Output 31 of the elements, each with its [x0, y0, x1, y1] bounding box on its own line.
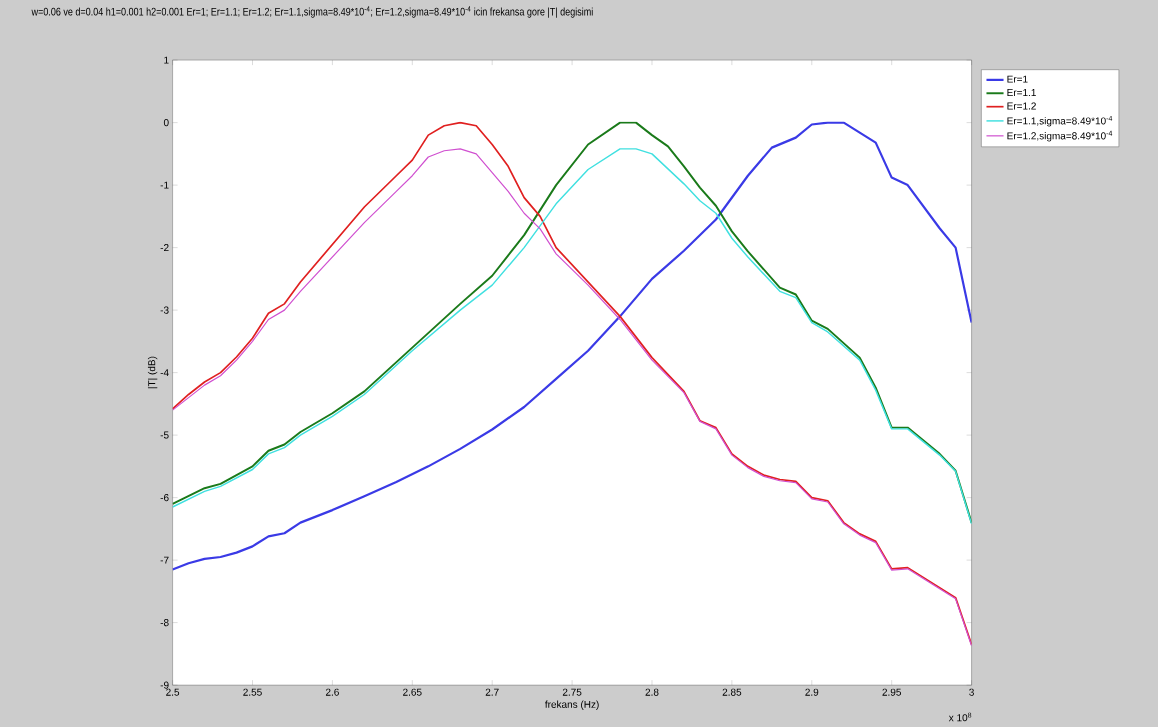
y-tick-label: -5 [160, 431, 169, 439]
y-tick-label: -7 [160, 556, 169, 564]
y-tick-label: -3 [160, 306, 169, 314]
y-tick-label: -1 [160, 181, 169, 189]
x-tick-label: 2.65 [403, 688, 422, 696]
legend-label: Er=1.1 [1007, 89, 1036, 96]
x-tick-label: 2.95 [882, 688, 901, 696]
x-tick-label: 3 [969, 688, 974, 696]
y-tick-label: -9 [160, 681, 169, 689]
x-tick-label: 2.7 [485, 688, 499, 696]
y-tick-label: -4 [160, 369, 169, 377]
text: x 10$^{8}$ [948, 712, 972, 722]
legend-label: Er=1 [1007, 75, 1028, 83]
y-tick-label: -2 [160, 244, 169, 252]
legend-label: Er=1.2,sigma=8.49*10$^{-4}$ [1007, 130, 1113, 142]
x-tick-label: 2.5 [166, 688, 180, 696]
y-tick-label: -6 [160, 494, 169, 502]
legend-label: Er=1.2 [1007, 102, 1036, 110]
x-tick-label: 2.6 [325, 688, 339, 696]
x-tick-label: 2.75 [562, 688, 582, 696]
x-tick-label: 2.55 [243, 688, 262, 696]
x-axis-title: frekans (Hz) [545, 700, 599, 710]
legend-label: Er=1.1,sigma=8.49*10$^{-4}$ [1007, 115, 1113, 127]
y-tick-label: 0 [163, 119, 169, 127]
y-tick-label: 1 [164, 56, 169, 64]
y-axis-title: |T| (dB) [147, 356, 158, 389]
x-tick-label: 2.8 [645, 688, 659, 696]
y-tick-label: -8 [160, 619, 169, 627]
x-tick-label: 2.9 [805, 688, 819, 696]
chart-title: w=0.06 ve d=0.04 h1=0.001 h2=0.001 Er=1; Er=1.1; Er=1.2; Er=1.1,sigma=8.49*10$^{-4}$; Er=1.2,sigma=8.49*10$^{-4}$ icin frekansa gore |T| degisimi [31, 6, 593, 18]
x-tick-label: 2.85 [722, 688, 742, 696]
